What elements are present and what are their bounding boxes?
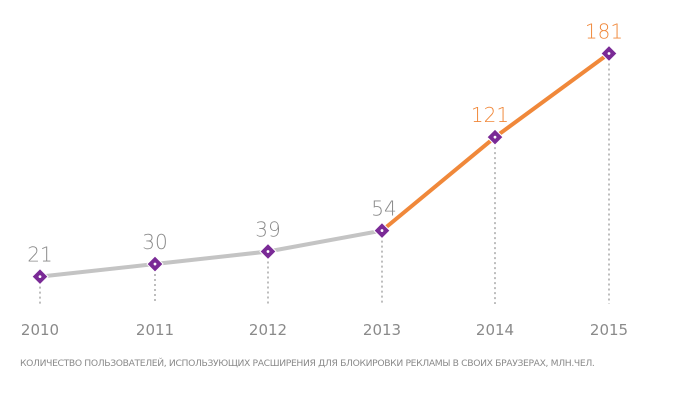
data-point-center-2013 <box>380 229 384 232</box>
x-tick-label-2010: 2010 <box>21 321 59 339</box>
data-point-center-2010 <box>38 275 42 278</box>
x-tick-label-2014: 2014 <box>476 321 514 339</box>
data-label-2014: 121 <box>471 103 509 127</box>
data-label-2012: 39 <box>255 218 280 242</box>
data-label-2011: 30 <box>142 230 167 254</box>
series-line-historical <box>38 228 384 279</box>
data-label-2015: 181 <box>585 20 623 44</box>
x-tick-label-2011: 2011 <box>136 321 174 339</box>
x-tick-label-2013: 2013 <box>363 321 401 339</box>
x-tick-label-2015: 2015 <box>590 321 628 339</box>
data-point-center-2011 <box>153 262 157 266</box>
data-point-center-2014 <box>493 135 497 139</box>
data-label-2010: 21 <box>27 243 52 267</box>
data-point-center-2012 <box>266 250 270 253</box>
data-point-center-2015 <box>607 52 611 55</box>
data-label-2013: 54 <box>371 197 396 221</box>
x-tick-label-2012: 2012 <box>249 321 287 339</box>
chart-caption: КОЛИЧЕСТВО ПОЛЬЗОВАТЕЛЕЙ, ИСПОЛЬЗУЮЩИХ Р… <box>20 358 595 369</box>
